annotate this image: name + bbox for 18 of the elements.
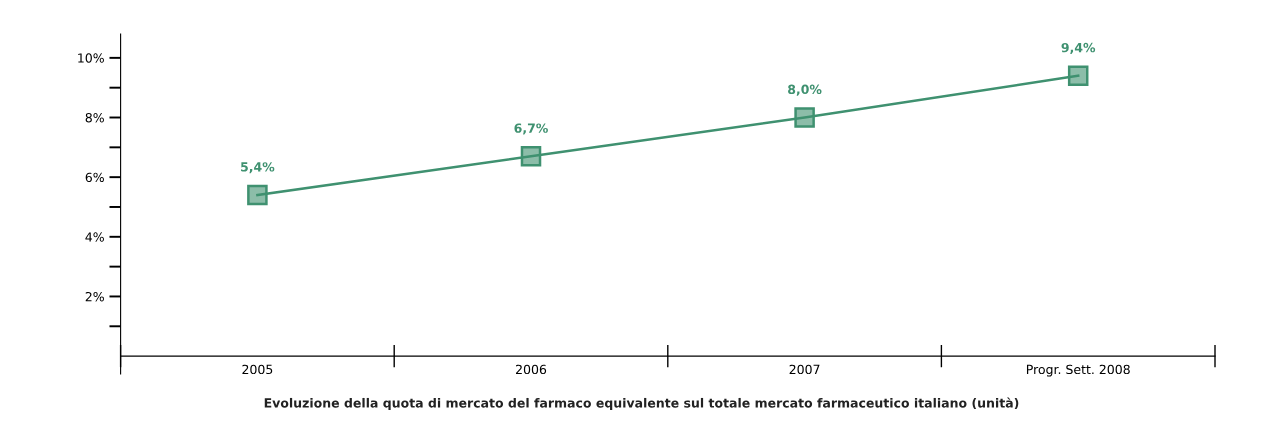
y-tick-label: 6% <box>85 172 104 183</box>
y-tick-label: 2% <box>85 291 104 302</box>
x-tick-label: 2005 <box>242 364 273 375</box>
y-tick-label: 10% <box>78 53 104 63</box>
x-tick-label: 2006 <box>516 364 547 375</box>
point <box>794 107 815 128</box>
text: Evoluzione della quota di mercato del farmaco equivalente sul totale mercato farmaceutico italiano (unità) <box>264 397 1019 411</box>
x-tick-label: Progr. Sett. 2008 <box>1026 364 1130 377</box>
x-tick-label: 2007 <box>789 364 820 375</box>
data-label: 6,7% <box>514 123 548 135</box>
y-tick-label: 4% <box>85 232 104 242</box>
point <box>247 184 268 206</box>
data-label: 9,4% <box>1061 42 1096 54</box>
point <box>520 146 542 167</box>
data-label: 5,4% <box>241 162 275 174</box>
data-label: 8,0% <box>788 84 822 96</box>
y-tick-label: 8% <box>85 112 104 123</box>
point <box>1067 65 1089 87</box>
